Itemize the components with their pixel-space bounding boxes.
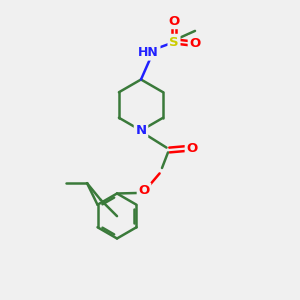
Text: S: S bbox=[169, 35, 179, 49]
Text: O: O bbox=[168, 14, 180, 28]
Text: O: O bbox=[186, 142, 198, 155]
Text: O: O bbox=[189, 37, 201, 50]
Text: N: N bbox=[135, 124, 147, 137]
Text: O: O bbox=[138, 184, 150, 197]
Text: HN: HN bbox=[138, 46, 159, 59]
